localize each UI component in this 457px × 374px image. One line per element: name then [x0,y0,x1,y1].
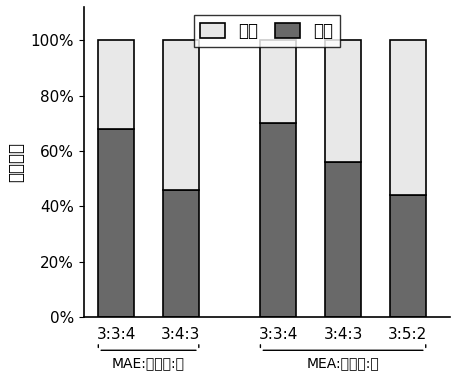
Bar [163,190,199,317]
Bar [390,195,426,317]
Y-axis label: 两相体积: 两相体积 [7,142,25,182]
Bar [390,40,426,195]
Bar [260,40,296,123]
Bar [98,129,134,317]
Bar [260,123,296,317]
Bar [163,40,199,190]
Text: MAE:正丁醇:水: MAE:正丁醇:水 [112,356,185,370]
Bar [325,162,361,317]
Bar [325,40,361,162]
Bar [98,40,134,129]
Text: MEA:正丁醇:水: MEA:正丁醇:水 [307,356,379,370]
Legend: 上相, 下相: 上相, 下相 [194,15,340,47]
